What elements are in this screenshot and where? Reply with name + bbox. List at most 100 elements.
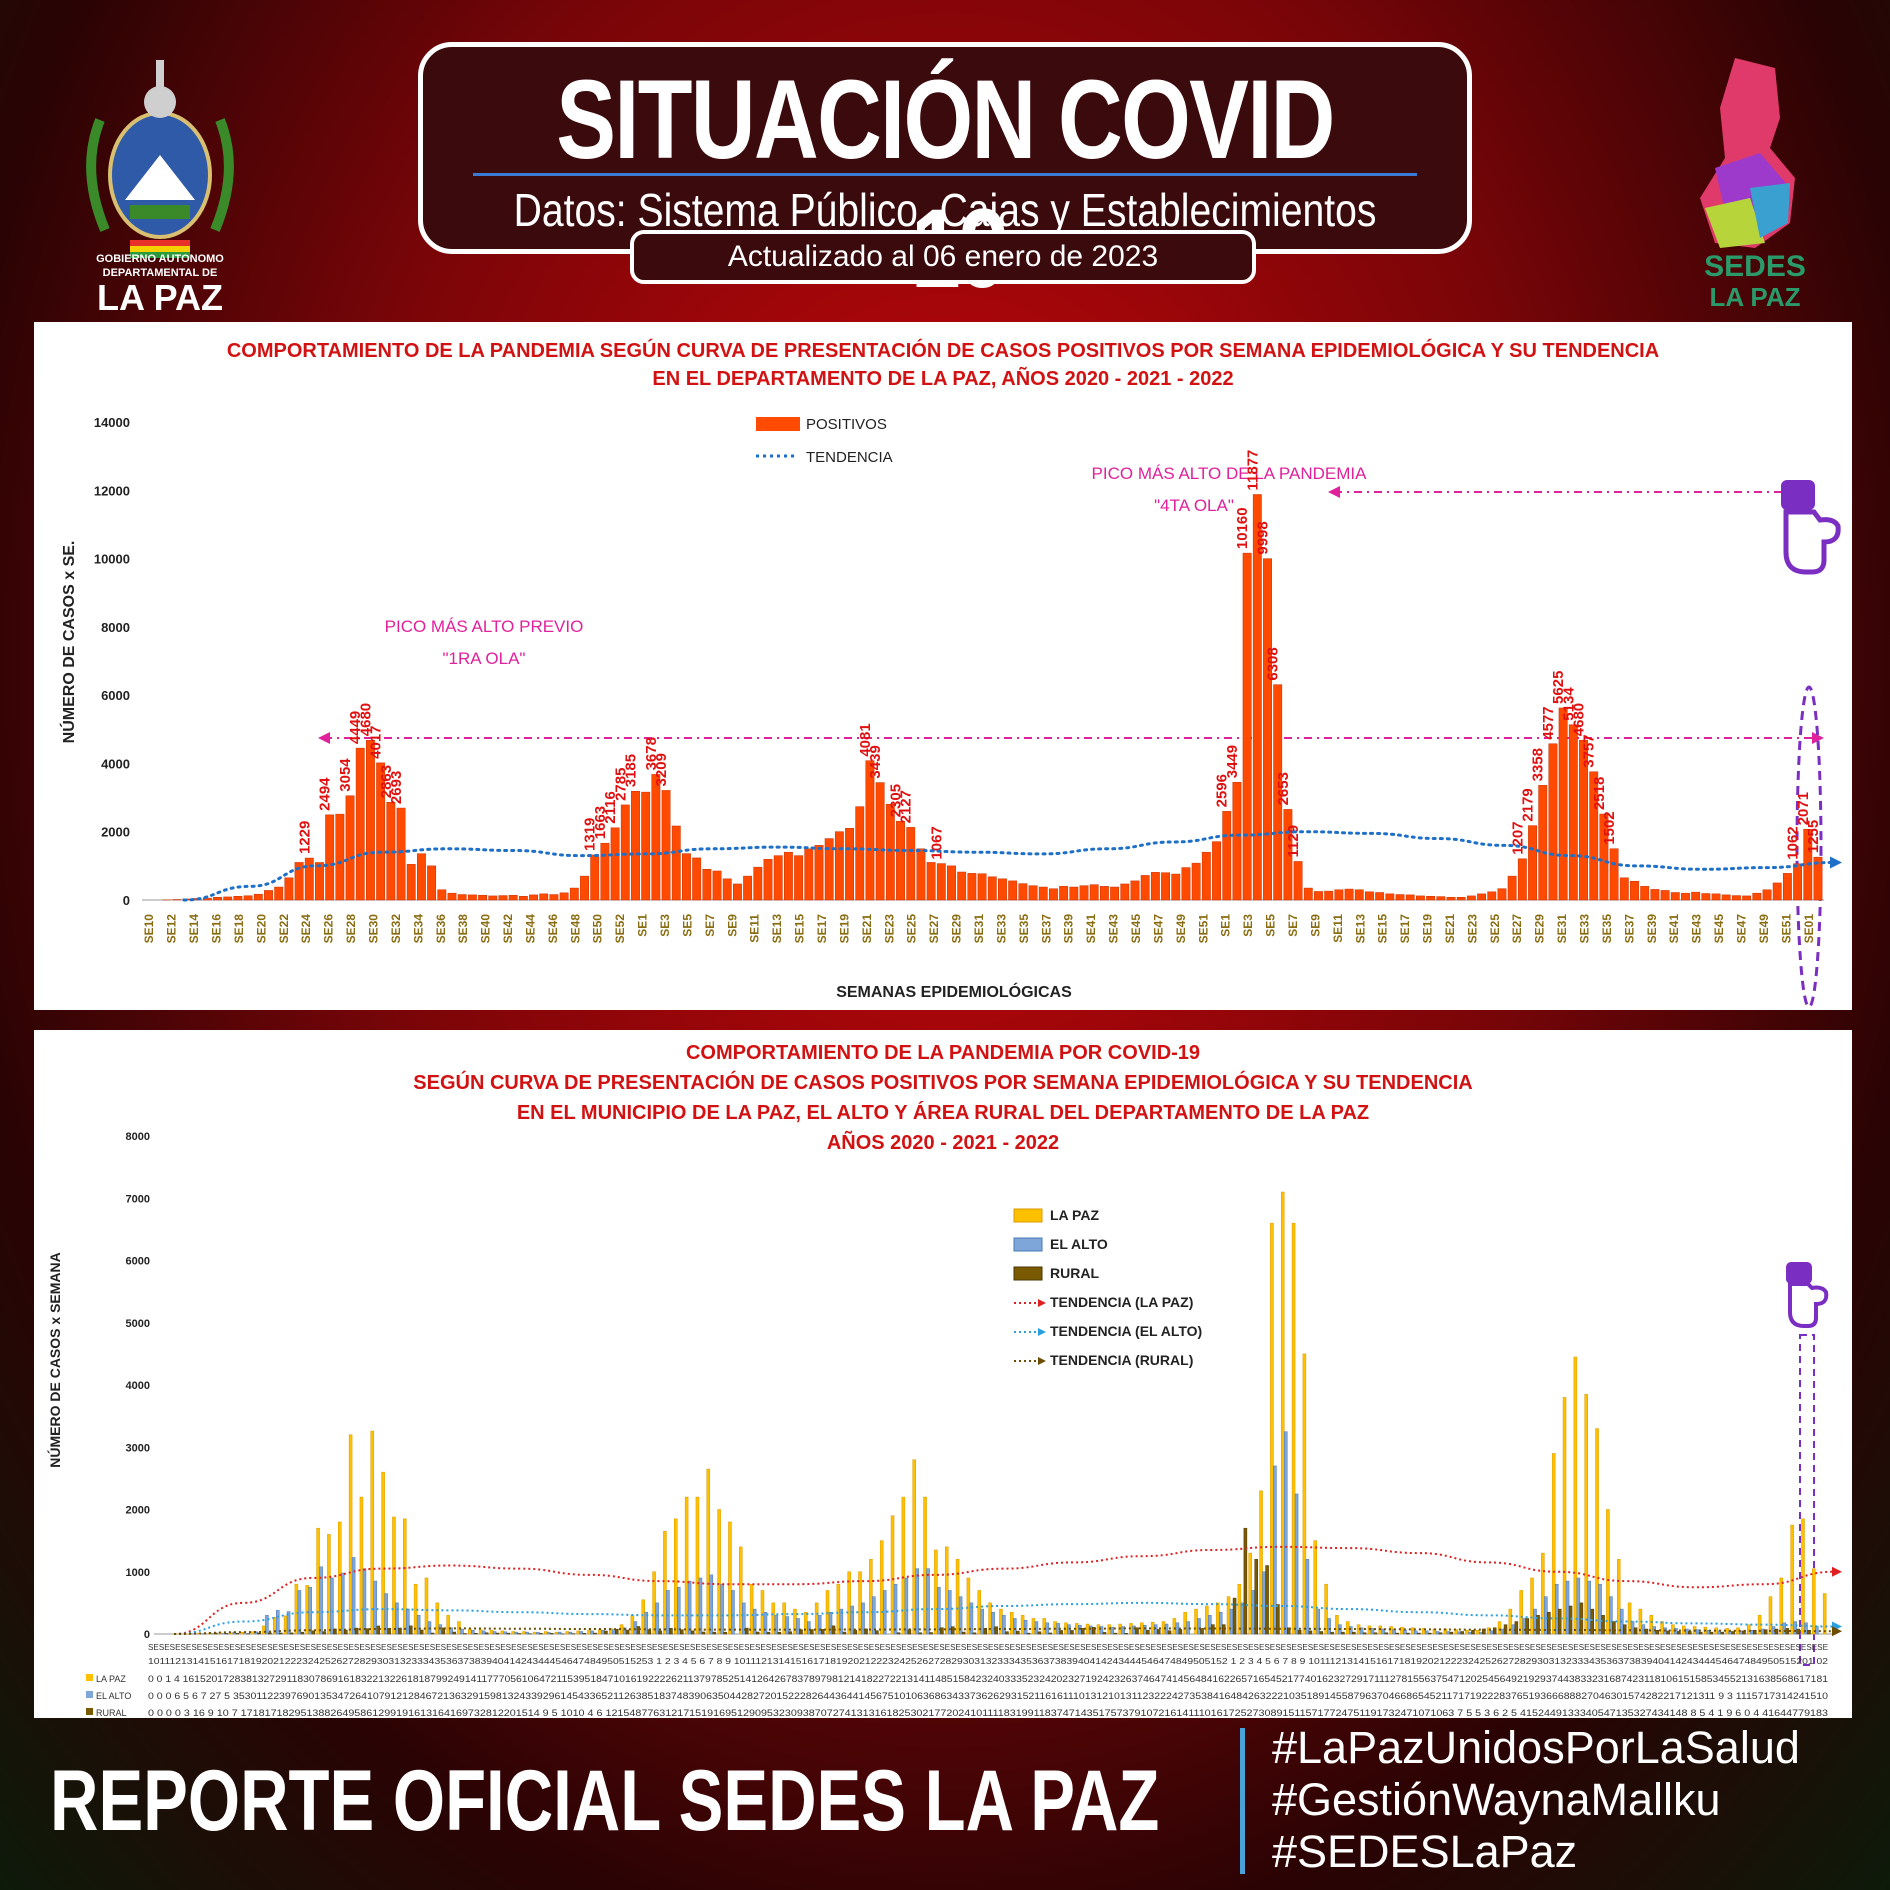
chart2-bar-rural bbox=[1146, 1629, 1150, 1635]
chart1-bar bbox=[1222, 811, 1232, 901]
chart2-bar-la-paz bbox=[370, 1430, 375, 1635]
chart1-bar bbox=[1324, 890, 1334, 901]
chart2-bar-el-alto bbox=[1132, 1625, 1136, 1635]
chart2-bar-rural bbox=[1135, 1627, 1139, 1635]
chart2-bar-el-alto bbox=[1002, 1615, 1006, 1635]
chart2-bar-la-paz bbox=[1400, 1626, 1404, 1635]
chart2-bar-la-paz bbox=[1465, 1630, 1469, 1635]
chart1-data-label: 11877 bbox=[1244, 450, 1261, 491]
chart2-table-row: 0 0 0 6 5 6 7 27 5 353011223976901353472… bbox=[148, 1691, 1828, 1701]
chart1-bar bbox=[875, 782, 885, 901]
chart1-bar bbox=[478, 894, 488, 901]
chart1-bar bbox=[1589, 771, 1599, 901]
chart1-bar bbox=[1507, 875, 1517, 901]
hashtag-3[interactable]: #SEDESLaPaz bbox=[1272, 1826, 1578, 1877]
chart1-bar bbox=[355, 747, 365, 901]
chart2-bar-la-paz bbox=[1779, 1577, 1784, 1635]
chart2-bar-la-paz bbox=[879, 1540, 884, 1635]
chart1-trend-arrow bbox=[1830, 856, 1842, 869]
chart2-bar-rural bbox=[1016, 1630, 1020, 1635]
chart1-xtick: SE22 bbox=[277, 914, 291, 944]
chart2-bar-rural bbox=[322, 1631, 326, 1635]
chart2-bar-la-paz bbox=[1140, 1622, 1144, 1635]
chart2-bar-la-paz bbox=[338, 1521, 342, 1635]
chart2-bar-la-paz bbox=[1627, 1602, 1632, 1635]
chart2-bar-rural bbox=[517, 1633, 521, 1635]
chart1-bar bbox=[1426, 895, 1436, 901]
chart2-bar-la-paz bbox=[446, 1615, 450, 1635]
chart1-xtick: SE27 bbox=[927, 914, 941, 944]
chart2-bar-la-paz bbox=[533, 1631, 537, 1635]
chart1-xtick: SE18 bbox=[232, 914, 246, 944]
chart1-data-label: 2653 bbox=[1275, 772, 1292, 805]
chart2-bar-el-alto bbox=[351, 1557, 356, 1635]
chart1-bar bbox=[1681, 892, 1690, 901]
chart1-xtick: SE45 bbox=[1129, 914, 1143, 944]
chart1-bar bbox=[671, 825, 681, 901]
chart1-bar bbox=[1314, 891, 1323, 901]
chart1-xtick: SE19 bbox=[837, 914, 851, 944]
chart2-bar-la-paz bbox=[1725, 1628, 1729, 1635]
chart2-bar-el-alto bbox=[1121, 1626, 1125, 1635]
chart1-bar bbox=[702, 869, 712, 901]
chart1-bar bbox=[1619, 877, 1629, 901]
legend-positivos-swatch bbox=[756, 417, 800, 431]
chart2-bar-el-alto bbox=[633, 1621, 638, 1635]
chart1-bar bbox=[773, 855, 783, 901]
chart2-table-swatch bbox=[86, 1674, 93, 1681]
chart2-bar-rural bbox=[311, 1630, 316, 1635]
chart2-bar-rural bbox=[625, 1629, 630, 1635]
chart1-bar bbox=[1110, 886, 1120, 901]
chart1-xtick: SE16 bbox=[209, 914, 223, 944]
chart1-data-label: 1207 bbox=[1509, 821, 1526, 854]
chart1-data-label: 2305 bbox=[888, 784, 905, 817]
chart2-bar-el-alto bbox=[915, 1568, 919, 1635]
chart2-bar-la-paz bbox=[663, 1531, 667, 1635]
legend-positivos: POSITIVOS bbox=[806, 416, 887, 433]
chart2-bar-el-alto bbox=[514, 1631, 518, 1635]
chart1-bar bbox=[1477, 893, 1487, 901]
chart2-bar-rural bbox=[1276, 1604, 1280, 1635]
chart1-bar bbox=[1028, 885, 1038, 901]
chart1-bar bbox=[345, 795, 355, 901]
hashtag-1[interactable]: #LaPazUnidosPorLaSalud bbox=[1272, 1722, 1800, 1773]
chart2-bar-rural bbox=[1081, 1628, 1085, 1635]
chart2-trend_rural-arrow bbox=[1832, 1626, 1842, 1637]
chart1-bar bbox=[600, 842, 610, 901]
title-box: SITUACIÓN COVID -19 Datos: Sistema Públi… bbox=[418, 42, 1472, 311]
chart2-bar-el-alto bbox=[1804, 1622, 1808, 1635]
chart2-bar-la-paz bbox=[1313, 1540, 1318, 1635]
chart2-bar-la-paz bbox=[1215, 1602, 1220, 1635]
chart1-bar bbox=[325, 814, 335, 901]
chart1-bar bbox=[1059, 886, 1069, 901]
chart1-bar bbox=[1782, 873, 1792, 901]
chart1-data-label: 4680 bbox=[357, 703, 374, 736]
chart2-bar-rural bbox=[766, 1631, 771, 1635]
chart1-ytick: 8000 bbox=[101, 620, 130, 635]
chart1-bar bbox=[1089, 884, 1099, 901]
chart1-xtick: SE5 bbox=[680, 914, 694, 937]
sedes-logo-line-1: SEDES bbox=[1704, 250, 1806, 283]
chart2-bar-el-alto bbox=[893, 1583, 898, 1635]
chart1-data-label: 2116 bbox=[602, 791, 619, 824]
chart2-bar-la-paz bbox=[1768, 1596, 1773, 1635]
chart1-xtick: SE47 bbox=[1735, 914, 1749, 944]
chart1-bar bbox=[1436, 896, 1446, 901]
chart2-table-swatch bbox=[86, 1691, 93, 1698]
chart1-bar bbox=[1344, 888, 1354, 901]
chart2-bar-rural bbox=[1406, 1632, 1410, 1635]
chart1-xtick: SE23 bbox=[882, 914, 896, 944]
chart2-bar-el-alto bbox=[1565, 1580, 1570, 1635]
chart2-bar-el-alto bbox=[742, 1602, 746, 1635]
chart2-bar-la-paz bbox=[1519, 1590, 1523, 1635]
chart2-bar-la-paz bbox=[1042, 1618, 1047, 1635]
previous-peak-arrow-right bbox=[1812, 732, 1824, 744]
chart1-bar bbox=[1191, 862, 1201, 901]
chart2-bar-el-alto bbox=[460, 1628, 464, 1635]
chart1-data-label: 2596 bbox=[1214, 774, 1231, 807]
hashtag-2[interactable]: #GestiónWaynaMallku bbox=[1272, 1774, 1721, 1825]
chart2-bar-la-paz bbox=[576, 1630, 580, 1635]
previous-peak-arrow-left bbox=[318, 732, 330, 744]
chart1-data-label: 4577 bbox=[1540, 706, 1557, 739]
chart1-bar bbox=[315, 862, 324, 901]
